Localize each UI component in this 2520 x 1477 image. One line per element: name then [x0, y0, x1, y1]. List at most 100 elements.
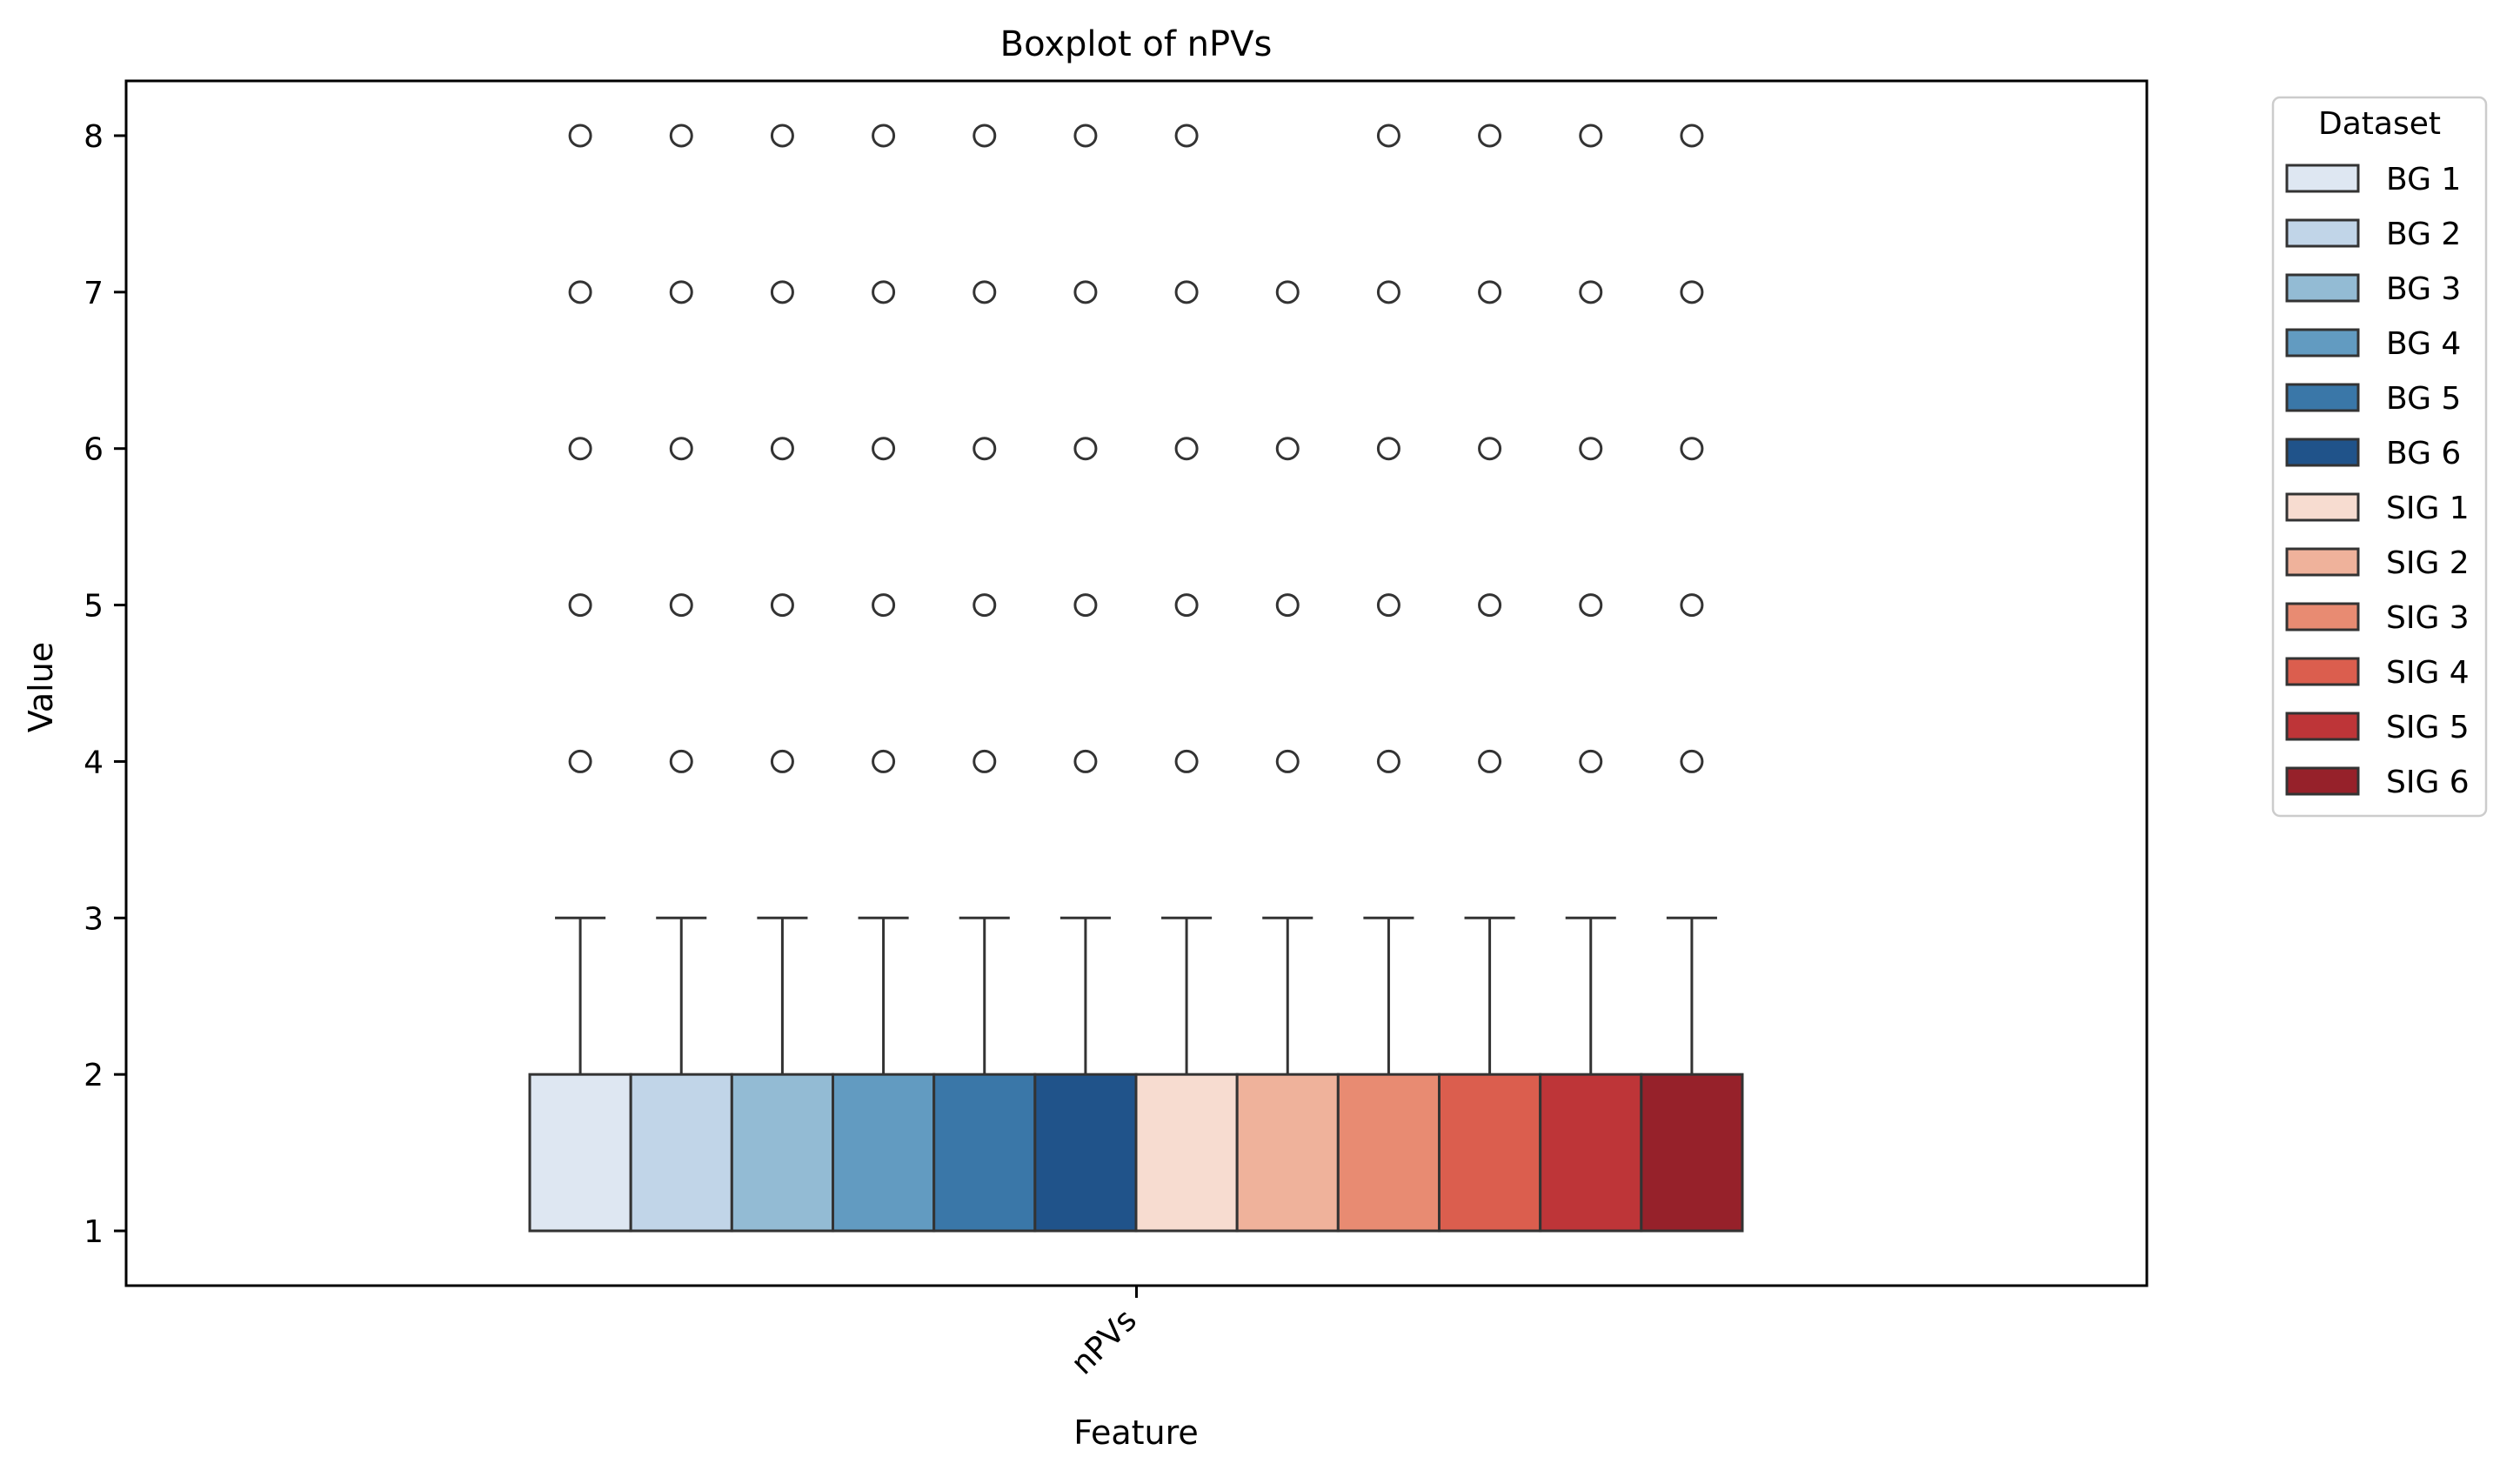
- outlier-point: [770, 124, 794, 148]
- y-axis-label: Value: [22, 642, 60, 732]
- chart-title: Boxplot of nPVs: [1000, 24, 1273, 64]
- legend-swatch: [2285, 547, 2360, 577]
- legend-item: BG 1: [2285, 162, 2461, 197]
- outlier-point: [1174, 280, 1199, 304]
- legend-label: SIG 3: [2386, 600, 2470, 636]
- legend-item: BG 5: [2285, 381, 2461, 417]
- outlier-point: [1376, 593, 1400, 618]
- legend-swatch: [2285, 492, 2360, 522]
- outlier-point: [1478, 593, 1502, 618]
- legend-item: SIG 1: [2285, 491, 2470, 526]
- outlier-point: [1275, 749, 1300, 773]
- y-tick-label: 3: [84, 901, 104, 937]
- outlier-point: [1275, 593, 1300, 618]
- box-body: [629, 1073, 733, 1233]
- outlier-point: [1174, 593, 1199, 618]
- outlier-point: [1376, 437, 1400, 461]
- legend-label: SIG 4: [2386, 655, 2470, 691]
- legend-label: SIG 5: [2386, 710, 2470, 745]
- outlier-point: [1680, 593, 1704, 618]
- outlier-point: [1579, 124, 1603, 148]
- outlier-point: [770, 280, 794, 304]
- outlier-point: [1478, 280, 1502, 304]
- box-bg-4: [832, 124, 936, 1233]
- outlier-point: [1376, 280, 1400, 304]
- outlier-point: [669, 124, 693, 148]
- outlier-point: [1579, 280, 1603, 304]
- legend-label: BG 5: [2386, 381, 2461, 417]
- outlier-point: [973, 593, 997, 618]
- outlier-point: [770, 749, 794, 773]
- box-bg-5: [932, 124, 1037, 1233]
- outlier-point: [1275, 437, 1300, 461]
- outlier-point: [872, 593, 896, 618]
- legend-label: BG 2: [2386, 217, 2461, 252]
- outlier-point: [973, 124, 997, 148]
- outlier-point: [1579, 749, 1603, 773]
- legend-label: BG 4: [2386, 326, 2461, 362]
- legend-swatch: [2285, 438, 2360, 467]
- outlier-point: [872, 437, 896, 461]
- outlier-point: [872, 749, 896, 773]
- outlier-point: [973, 749, 997, 773]
- outlier-point: [1376, 124, 1400, 148]
- box-bg-2: [629, 124, 733, 1233]
- y-tick-label: 7: [84, 276, 104, 311]
- outlier-point: [1478, 437, 1502, 461]
- box-sig-6: [1640, 124, 1744, 1233]
- outlier-point: [1174, 124, 1199, 148]
- outlier-point: [1174, 437, 1199, 461]
- legend-item: BG 6: [2285, 436, 2461, 471]
- outlier-point: [1680, 749, 1704, 773]
- x-axis: nPVs: [1065, 1286, 1144, 1382]
- outlier-point: [669, 280, 693, 304]
- legend-swatch: [2285, 164, 2360, 193]
- box-body: [1336, 1073, 1441, 1233]
- legend-swatch: [2285, 218, 2360, 248]
- box-bg-6: [1033, 124, 1138, 1233]
- box-body: [1438, 1073, 1542, 1233]
- y-tick-label: 1: [84, 1214, 104, 1250]
- legend-swatch: [2285, 273, 2360, 303]
- box-body: [1235, 1073, 1340, 1233]
- outlier-point: [669, 437, 693, 461]
- legend-label: SIG 1: [2386, 491, 2470, 526]
- y-tick-label: 4: [84, 745, 104, 780]
- legend-swatch: [2285, 328, 2360, 358]
- legend-label: BG 3: [2386, 271, 2461, 307]
- plot-area: [124, 79, 2149, 1287]
- outlier-point: [1275, 280, 1300, 304]
- legend-item: BG 4: [2285, 326, 2461, 362]
- box-body: [730, 1073, 834, 1233]
- legend-title: Dataset: [2318, 106, 2441, 142]
- outlier-point: [1478, 749, 1502, 773]
- box-body: [832, 1073, 936, 1233]
- outlier-point: [669, 749, 693, 773]
- outlier-point: [1579, 593, 1603, 618]
- outlier-point: [973, 437, 997, 461]
- outlier-point: [770, 593, 794, 618]
- outlier-point: [770, 437, 794, 461]
- legend-swatch: [2285, 383, 2360, 412]
- box-sig-2: [1235, 280, 1340, 1233]
- legend-swatch: [2285, 602, 2360, 632]
- legend-swatch: [2285, 766, 2360, 796]
- outlier-point: [669, 593, 693, 618]
- x-tick-label: nPVs: [1065, 1302, 1144, 1381]
- box-sig-5: [1539, 124, 1643, 1233]
- y-tick-label: 8: [84, 119, 104, 155]
- outlier-point: [1579, 437, 1603, 461]
- box-sig-3: [1336, 124, 1441, 1233]
- legend-item: SIG 6: [2285, 765, 2470, 800]
- outlier-point: [1073, 437, 1098, 461]
- legend-swatch: [2285, 657, 2360, 686]
- box-body: [932, 1073, 1037, 1233]
- outlier-point: [1680, 124, 1704, 148]
- box-sig-1: [1134, 124, 1239, 1233]
- outlier-point: [568, 280, 592, 304]
- legend-item: BG 2: [2285, 217, 2461, 252]
- legend: Dataset BG 1 BG 2 BG 3 BG 4 BG 5 BG 6 SIG 1 SIG …: [2271, 96, 2488, 818]
- legend-swatch: [2285, 712, 2360, 741]
- outlier-point: [1174, 749, 1199, 773]
